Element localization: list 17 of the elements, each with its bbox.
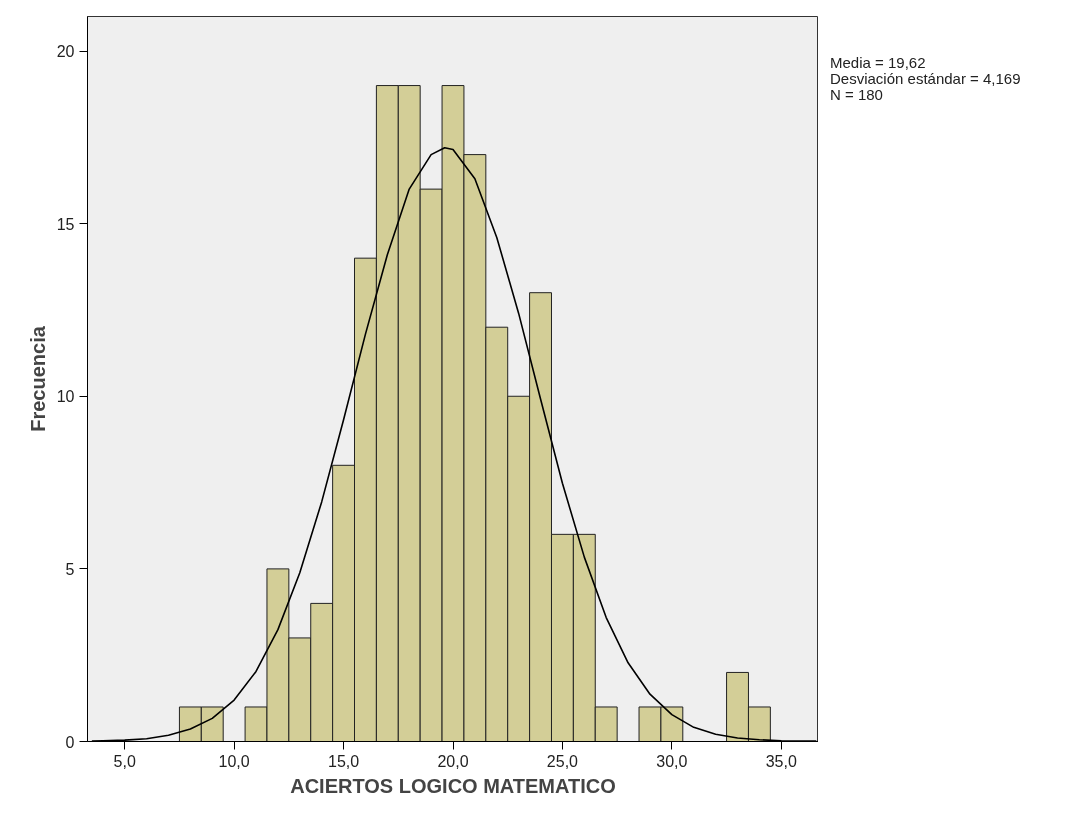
y-tick-label: 20 (56, 43, 75, 61)
x-tick-label: 35,0 (765, 752, 797, 770)
text: Media = 19,62 (830, 54, 926, 71)
x-tick-label: 25,0 (546, 752, 579, 770)
x-tick-label: 5,0 (113, 752, 136, 770)
x-tick-label: 30,0 (656, 752, 688, 770)
x-axis-title: ACIERTOS LOGICO MATEMATICO (290, 774, 616, 797)
x-tick-label: 15,0 (328, 752, 360, 770)
y-axis-title: Frecuencia (26, 325, 49, 432)
text: Desviación estándar = 4,169 (830, 70, 1021, 87)
y-tick-label: 15 (56, 215, 75, 233)
y-tick-label: 0 (65, 733, 75, 751)
y-tick-label: 10 (56, 388, 75, 406)
text: N = 180 (830, 86, 883, 103)
x-tick-label: 10,0 (218, 752, 250, 770)
y-tick-label: 5 (65, 560, 75, 578)
x-tick-label: 20,0 (437, 752, 469, 770)
